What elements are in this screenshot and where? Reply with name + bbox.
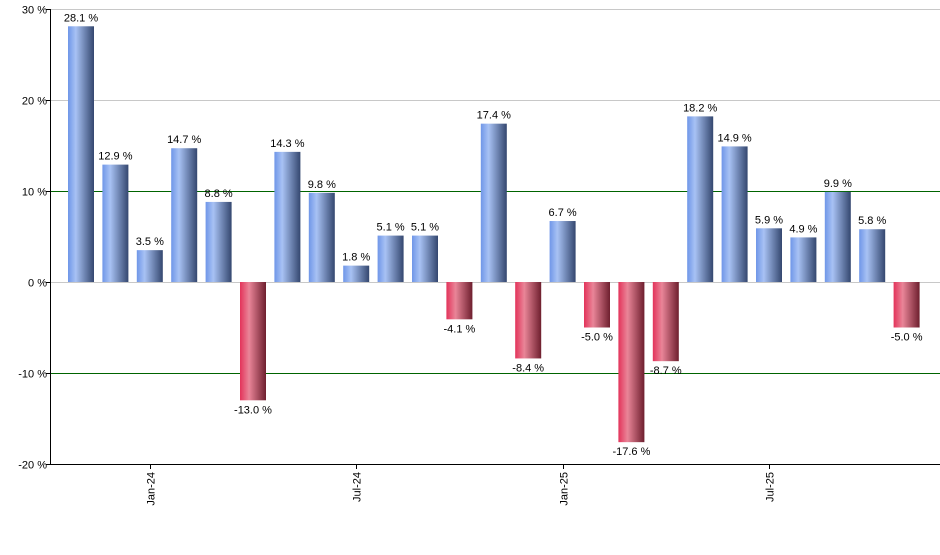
bar-Jun-24 <box>308 192 335 282</box>
bar-Mar-25 <box>618 282 645 443</box>
data-label: 5.9 % <box>755 214 783 226</box>
data-label: -5.0 % <box>891 332 923 344</box>
x-tick-label: Jan-24 <box>146 472 158 506</box>
bar-Aug-24 <box>377 235 404 282</box>
bar-Dec-24 <box>515 282 542 359</box>
data-label: -4.1 % <box>444 323 476 335</box>
bar-Jan-25 <box>549 221 576 282</box>
y-tick-label: 30 % <box>22 5 47 17</box>
data-label: -8.4 % <box>512 362 544 374</box>
data-label: -13.0 % <box>234 404 272 416</box>
bar-Dec-23 <box>102 164 129 282</box>
data-label: 28.1 % <box>64 12 98 24</box>
x-tick-label: Jul-24 <box>352 472 364 502</box>
y-tick-label: 20 % <box>22 96 47 108</box>
data-label: 9.8 % <box>308 179 336 191</box>
bar-Sep-25 <box>824 191 851 282</box>
data-label: 1.8 % <box>342 252 370 264</box>
data-label: 4.9 % <box>789 223 817 235</box>
data-label: 14.9 % <box>717 132 751 144</box>
data-label: 5.1 % <box>377 222 405 234</box>
y-tick-label: 0 % <box>28 278 47 290</box>
data-label: 17.4 % <box>477 110 511 122</box>
bar-Oct-24 <box>446 282 473 320</box>
bar-Jan-24 <box>136 250 163 282</box>
data-label: 14.3 % <box>270 138 304 150</box>
data-label: -17.6 % <box>612 446 650 458</box>
data-label: 8.8 % <box>205 188 233 200</box>
data-label: 12.9 % <box>98 151 132 163</box>
bar-Jul-25 <box>756 228 782 282</box>
x-tick-label: Jan-25 <box>559 472 571 506</box>
bar-Apr-25 <box>652 282 679 362</box>
bar-Oct-25 <box>859 229 886 282</box>
data-label: 9.9 % <box>824 178 852 190</box>
x-tick-label: Jul-25 <box>765 472 777 502</box>
data-label: 5.1 % <box>411 222 439 234</box>
bar-Jul-24 <box>343 265 370 282</box>
data-label: 5.8 % <box>858 215 886 227</box>
bar-Apr-24 <box>240 282 266 401</box>
data-label: -8.7 % <box>650 365 682 377</box>
y-tick-label: -20 % <box>18 460 47 472</box>
data-label: 6.7 % <box>549 207 577 219</box>
bar-Nov-25 <box>893 282 920 328</box>
bar-Feb-24 <box>171 148 198 282</box>
data-label: 18.2 % <box>683 102 717 114</box>
y-tick-label: 10 % <box>22 187 47 199</box>
data-label: 14.7 % <box>167 134 201 146</box>
y-tick-label: -10 % <box>18 369 47 381</box>
bar-Mar-24 <box>205 201 232 282</box>
bar-Aug-25 <box>790 237 817 282</box>
bar-Nov-24 <box>480 123 507 282</box>
bar-Jun-25 <box>721 146 748 282</box>
bar-May-24 <box>274 151 301 282</box>
data-label: -5.0 % <box>581 332 613 344</box>
bar-Feb-25 <box>584 282 610 328</box>
bar-Nov-23 <box>68 26 94 283</box>
data-label: 3.5 % <box>136 236 164 248</box>
bar-Sep-24 <box>412 235 438 282</box>
bar-May-25 <box>687 116 714 282</box>
